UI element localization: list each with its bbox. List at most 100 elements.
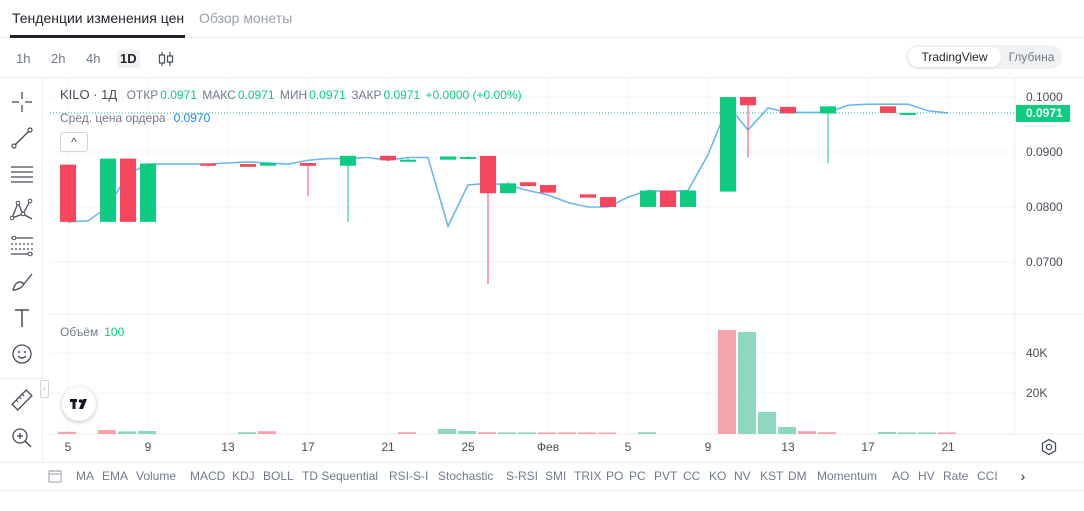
low-value: 0.0971 xyxy=(309,88,346,102)
volume-bar xyxy=(558,432,576,434)
gear-icon[interactable] xyxy=(1040,438,1058,456)
indicator-s-rsi[interactable]: S-RSI xyxy=(506,469,539,483)
indicator-volume[interactable]: Volume xyxy=(136,469,177,483)
timeframe-1d[interactable]: 1D xyxy=(117,50,140,68)
trend-line-icon[interactable] xyxy=(10,126,34,150)
horizontal-lines-icon[interactable] xyxy=(10,162,34,186)
volume-bar xyxy=(738,332,756,434)
depth-button[interactable]: Глубина xyxy=(1008,50,1055,64)
candle-body xyxy=(900,112,916,115)
price-tick-label: 0.0700 xyxy=(1026,255,1063,269)
chevron-right-icon[interactable]: › xyxy=(1012,463,1034,489)
volume-bar xyxy=(518,432,536,434)
indicator-pvt[interactable]: PVT xyxy=(654,469,678,483)
volume-tick-label: 40K xyxy=(1026,346,1047,360)
tradingview-button[interactable]: TradingView xyxy=(908,47,1001,67)
indicator-cci[interactable]: CCI xyxy=(977,469,998,483)
ohlc-legend: KILO · 1Д ОТКР 0.0971 МАКС 0.0971 МИН 0.097… xyxy=(60,87,524,102)
tradingview-logo[interactable] xyxy=(62,387,96,421)
indicator-nv[interactable]: NV xyxy=(734,469,751,483)
close-value: 0.0971 xyxy=(383,88,421,102)
fibonacci-icon[interactable] xyxy=(10,234,34,258)
brush-icon[interactable] xyxy=(10,270,34,294)
candle-body xyxy=(480,155,496,194)
text-icon[interactable] xyxy=(10,306,34,330)
indicator-ema[interactable]: EMA xyxy=(102,469,129,483)
volume-bar xyxy=(438,429,456,434)
candle-body xyxy=(300,163,316,166)
indicator-dm[interactable]: DM xyxy=(788,469,807,483)
active-tab-indicator xyxy=(10,35,185,38)
indicator-ko[interactable]: KO xyxy=(709,469,727,483)
volume-bar xyxy=(478,432,496,434)
indicator-kst[interactable]: KST xyxy=(760,469,784,483)
current-price-tag xyxy=(1016,104,1070,122)
indicator-stochastic[interactable]: Stochastic xyxy=(438,469,494,483)
high-value: 0.0971 xyxy=(237,88,275,102)
indicator-pc[interactable]: PC xyxy=(629,469,646,483)
collapse-legend-button[interactable]: ^ xyxy=(60,132,88,152)
candle-body xyxy=(720,97,736,192)
volume-bar xyxy=(458,431,476,434)
avg-order-value: 0.0970 xyxy=(173,111,211,125)
indicator-trix[interactable]: TRIX xyxy=(574,469,602,483)
avg-order-label: Сред. цена ордера xyxy=(60,111,166,125)
indicator-bar: MA EMA Volume MACD KDJ BOLL TD Sequential RSI-S… xyxy=(0,462,1084,489)
indicator-hv[interactable]: HV xyxy=(918,469,935,483)
time-tick-label: 5 xyxy=(625,440,632,454)
indicator-smi[interactable]: SMI xyxy=(545,469,567,483)
timeframe-2h[interactable]: 2h xyxy=(51,51,66,66)
candle-type-icon[interactable] xyxy=(157,50,175,68)
low-label: МИН xyxy=(279,88,308,102)
volume-bar xyxy=(938,432,956,434)
candle-body xyxy=(580,194,596,198)
indicator-kdj[interactable]: KDJ xyxy=(232,469,255,483)
indicator-momentum[interactable]: Momentum xyxy=(817,469,878,483)
time-tick-label: 17 xyxy=(301,440,315,454)
candle-body xyxy=(880,106,896,113)
current-price-label: 0.0971 xyxy=(1026,106,1063,120)
view-switch: TradingView Глубина xyxy=(906,45,1062,69)
timeframe-4h[interactable]: 4h xyxy=(86,51,101,66)
volume-bar xyxy=(238,432,256,434)
indicator-macd[interactable]: MACD xyxy=(190,469,226,483)
volume-bar xyxy=(778,427,796,434)
bottom-strip xyxy=(0,490,1084,511)
pattern-icon[interactable] xyxy=(10,198,34,222)
indicator-ma[interactable]: MA xyxy=(76,469,94,483)
price-chart[interactable]: 0.1000 0.0900 0.0800 0.0700 0.0971 40K 20K 5 9 13… xyxy=(50,78,1084,462)
open-value: 0.0971 xyxy=(160,88,197,102)
indicator-cc[interactable]: CC xyxy=(683,469,701,483)
open-label: ОТКР xyxy=(126,88,159,102)
tab-bar: Тенденции изменения цен Обзор монеты xyxy=(0,0,1084,38)
timeframe-1h[interactable]: 1h xyxy=(16,51,31,66)
calendar-icon[interactable] xyxy=(48,469,62,483)
volume-bar xyxy=(58,431,76,434)
indicator-po[interactable]: PO xyxy=(606,469,624,483)
emoji-icon[interactable] xyxy=(10,342,34,366)
tab-coin-overview[interactable]: Обзор монеты xyxy=(199,10,293,26)
candle-body xyxy=(600,197,616,207)
indicator-ao[interactable]: AO xyxy=(892,469,910,483)
time-tick-label: 5 xyxy=(65,440,72,454)
time-tick-label: 9 xyxy=(705,440,712,454)
symbol-label[interactable]: KILO · 1Д xyxy=(60,87,118,102)
indicator-td-sequential[interactable]: TD Sequential xyxy=(302,469,379,483)
candle-body xyxy=(120,158,136,222)
toolbar-collapse-handle[interactable]: ‹ xyxy=(40,380,49,398)
zoom-in-icon[interactable] xyxy=(10,426,34,450)
candle-body xyxy=(240,164,256,167)
time-tick-label: Фев xyxy=(537,440,559,454)
tab-price-trends[interactable]: Тенденции изменения цен xyxy=(12,10,185,26)
time-tick-label: 21 xyxy=(381,440,395,454)
indicator-rate[interactable]: Rate xyxy=(943,469,969,483)
volume-bar xyxy=(138,431,156,434)
volume-bar xyxy=(638,432,656,434)
ruler-icon[interactable] xyxy=(10,388,34,412)
indicator-boll[interactable]: BOLL xyxy=(263,469,294,483)
toolbar-divider xyxy=(0,378,43,379)
high-label: МАКС xyxy=(202,88,236,102)
crosshair-icon[interactable] xyxy=(10,90,34,114)
volume-bar xyxy=(118,431,136,434)
indicator-rsi-s-i[interactable]: RSI-S-I xyxy=(389,469,429,483)
